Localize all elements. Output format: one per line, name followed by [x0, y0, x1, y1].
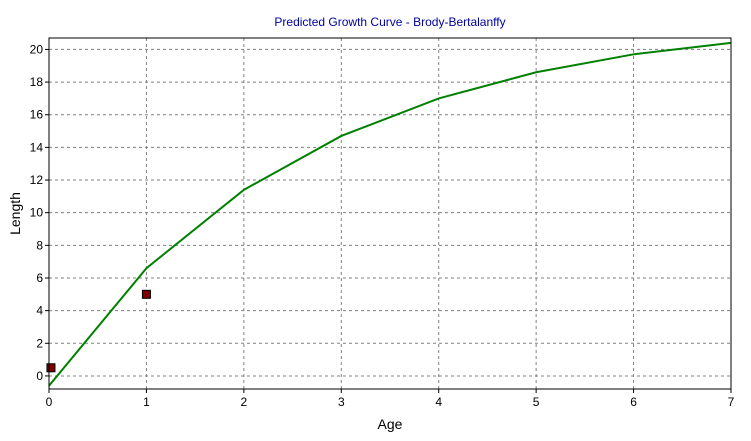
- series-layer: [46, 41, 732, 387]
- observed-point-marker: [46, 363, 56, 373]
- plot-frame: [48, 37, 732, 390]
- observed-point-marker: [141, 289, 151, 299]
- x-tick-label: 3: [338, 395, 345, 409]
- y-axis-title: Length: [7, 192, 23, 235]
- growth-curve-point: [340, 135, 342, 137]
- grid: [49, 38, 731, 389]
- x-tick-label: 6: [630, 395, 637, 409]
- y-tick-label: 0: [36, 369, 43, 383]
- y-tick-label: 14: [30, 140, 44, 154]
- growth-curve-line: [48, 41, 732, 387]
- y-tick-label: 18: [30, 75, 44, 89]
- growth-curve-point: [535, 71, 537, 73]
- x-tick-label: 2: [241, 395, 248, 409]
- y-tick-label: 6: [36, 271, 43, 285]
- y-tick-label: 10: [30, 206, 44, 220]
- y-tick-label: 8: [36, 238, 43, 252]
- x-axis-title: Age: [378, 416, 403, 432]
- growth-curve-point: [145, 267, 147, 269]
- chart-title: Predicted Growth Curve - Brody-Bertalanf…: [274, 15, 505, 29]
- x-tick-label: 7: [728, 395, 735, 409]
- y-tick-label: 2: [36, 336, 43, 350]
- y-tick-label: 16: [30, 108, 44, 122]
- growth-curve-point: [438, 97, 440, 99]
- y-tick-label: 20: [30, 42, 44, 56]
- y-tick-label: 4: [36, 304, 43, 318]
- growth-curve-point: [633, 53, 635, 55]
- x-tick-label: 1: [143, 395, 150, 409]
- growth-curve-point: [243, 189, 245, 191]
- x-tick-label: 4: [435, 395, 442, 409]
- x-tick-label: 5: [533, 395, 540, 409]
- y-tick-label: 12: [30, 173, 44, 187]
- x-tick-label: 0: [46, 395, 53, 409]
